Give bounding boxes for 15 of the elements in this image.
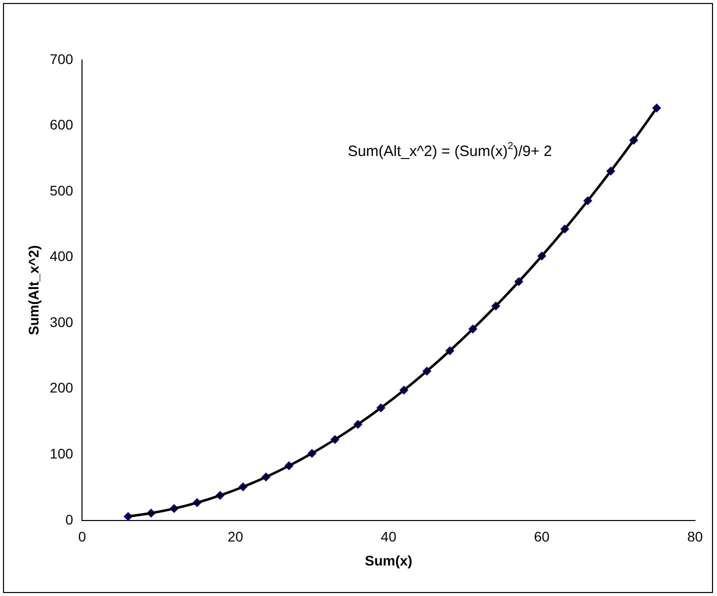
y-tick-label: 200 [50,380,74,396]
x-tick-label: 20 [228,528,244,545]
y-tick-label: 500 [50,182,74,198]
x-axis-title: Sum(x) [364,552,412,568]
y-tick-label: 600 [50,116,74,133]
y-tick-label: 100 [50,445,74,462]
y-tick-label: 0 [65,511,74,528]
x-tick-label: 80 [687,528,703,545]
x-tick-label: 60 [534,528,550,545]
x-tick-label: 40 [380,528,397,545]
x-tick-label: 0 [78,528,86,545]
y-axis-title: Sum(Alt_x^2) [25,245,42,336]
y-tick-label: 400 [50,248,74,264]
y-tick-label: 700 [50,50,74,67]
y-tick-label: 300 [50,314,74,330]
